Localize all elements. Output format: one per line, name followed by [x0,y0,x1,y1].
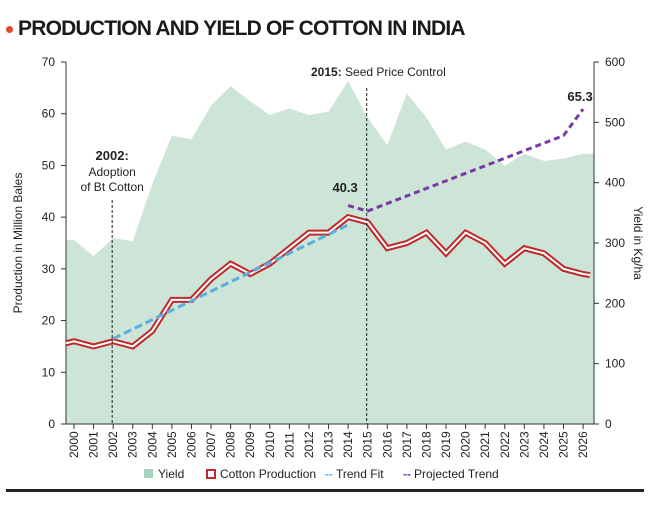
x-tick-label: 2012 [302,431,316,458]
left-tick-label: 0 [48,417,55,431]
legend-projected-trend-marker: -- [403,467,411,481]
x-tick-label: 2000 [67,431,81,458]
right-tick-label: 100 [605,357,625,371]
legend-yield-label: Yield [158,467,184,481]
annotation-2015-year: 2015: [311,65,342,79]
value-label-65-3: 65.3 [567,89,592,104]
chart-title: PRODUCTION AND YIELD OF COTTON IN INDIA [18,17,466,40]
left-tick-label: 50 [42,158,56,172]
x-tick-label: 2010 [263,431,277,458]
x-tick-label: 2024 [537,431,551,458]
left-tick-label: 70 [42,55,56,69]
right-tick-label: 400 [605,176,625,190]
x-tick-label: 2011 [282,432,296,458]
annotation-2002-line1: Adoption [88,165,135,179]
production-line-inner [65,216,591,348]
annotation-2002-year: 2002: [96,148,129,163]
bottom-rule [6,489,644,492]
x-tick-label: 2016 [380,431,394,458]
x-tick-label: 2007 [204,431,218,458]
x-tick-label: 2023 [517,431,531,458]
x-tick-label: 2019 [439,431,453,458]
y-axis-label-left: Production in Million Bales [11,173,25,314]
y-axis-label-right: Yield in Kg/ha [631,206,645,280]
x-tick-label: 2015 [361,431,375,458]
x-tick-label: 2014 [341,431,355,458]
annotation-2002-line2: of Bt Cotton [80,180,143,194]
x-tick-label: 2008 [224,431,238,458]
projected-trend-line [347,108,585,213]
x-tick-label: 2026 [576,431,590,458]
axes-layer: 0 10 20 30 40 50 60 70 0 100 200 300 400 500 600 2000 20… [11,55,645,458]
right-tick-label: 600 [605,55,625,69]
left-tick-label: 20 [42,314,56,328]
legend-yield-swatch [144,469,153,478]
title-bullet-icon [6,25,13,33]
title-row: PRODUCTION AND YIELD OF COTTON IN INDIA [6,14,466,44]
x-tick-label: 2009 [243,431,257,458]
x-tick-label: 2006 [184,431,198,458]
x-tick-label: 2020 [459,431,473,458]
x-tick-label: 2013 [322,431,336,458]
x-tick-label: 2017 [400,431,414,458]
lines-layer [65,108,591,350]
right-tick-label: 0 [605,417,612,431]
right-tick-label: 300 [605,236,625,250]
x-tick-label: 2004 [145,431,159,458]
x-tick-label: 2003 [126,431,140,458]
x-tick-label: 2005 [165,431,179,458]
legend-cotton-production-label: Cotton Production [220,467,316,481]
annotation-2015: 2015: Seed Price Control [311,65,446,79]
x-tick-label: 2021 [478,431,492,458]
x-tick-label: 2001 [87,431,101,458]
right-tick-label: 500 [605,115,625,129]
x-tick-label: 2002 [106,431,120,458]
left-tick-label: 40 [42,210,56,224]
x-tick-label: 2018 [419,431,433,458]
legend-trend-fit-label: Trend Fit [336,467,384,481]
legend: Yield Cotton Production -- Trend Fit -- Proje… [144,467,499,481]
left-tick-label: 10 [42,365,56,379]
right-tick-label: 200 [605,296,625,310]
yield-area-layer [66,81,594,424]
x-tick-label: 2022 [498,431,512,458]
annotation-2015-text: Seed Price Control [342,65,446,79]
legend-cotton-production-swatch [206,469,216,479]
trend-fit-line [112,223,349,341]
legend-projected-trend-label: Projected Trend [414,467,499,481]
legend-trend-fit-marker: -- [325,467,333,481]
value-label-40-3: 40.3 [332,180,357,195]
yield-area [66,81,594,424]
left-tick-label: 60 [42,107,56,121]
left-tick-label: 30 [42,262,56,276]
x-tick-label: 2025 [557,431,571,458]
